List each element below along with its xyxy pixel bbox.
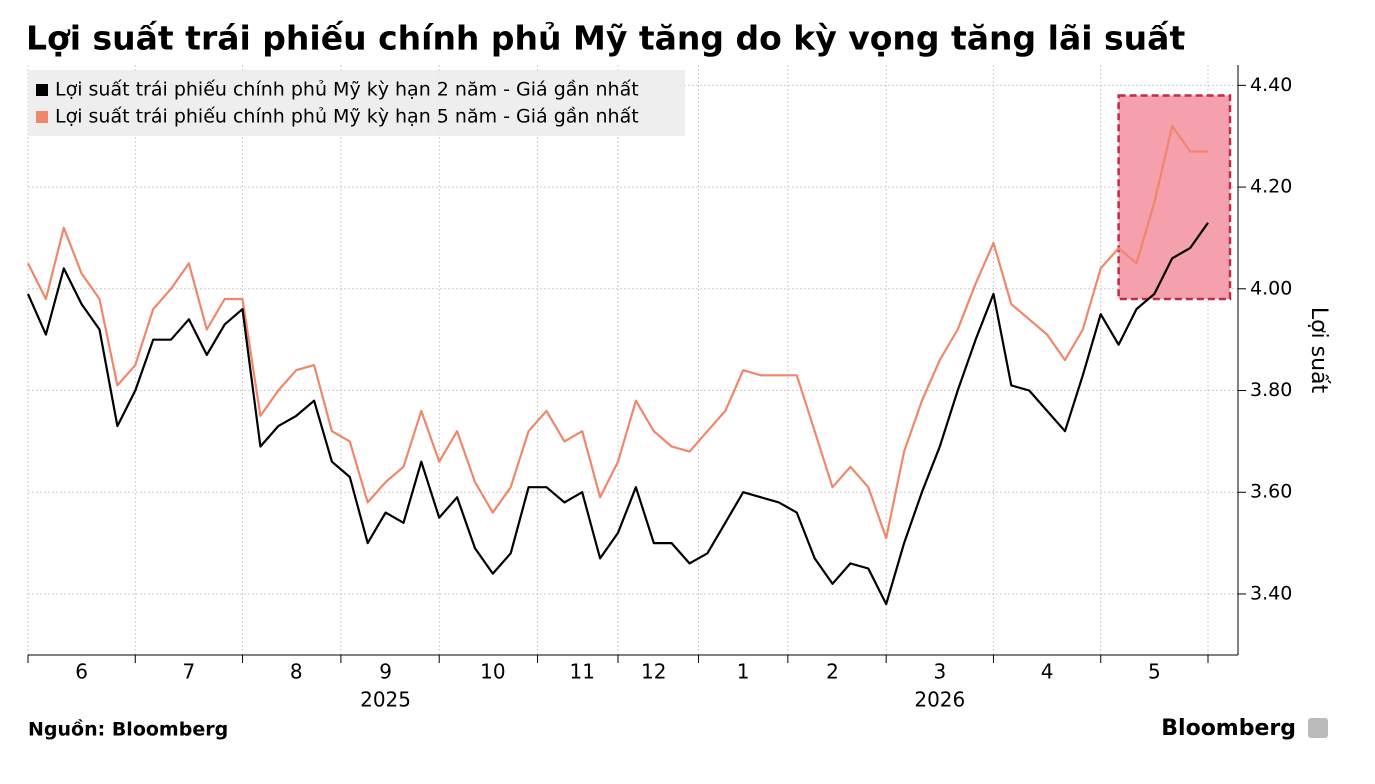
legend: Lợi suất trái phiếu chính phủ Mỹ kỳ hạn …	[28, 70, 685, 136]
legend-label: Lợi suất trái phiếu chính phủ Mỹ kỳ hạn …	[55, 79, 639, 101]
legend-swatch	[36, 111, 48, 123]
legend-label: Lợi suất trái phiếu chính phủ Mỹ kỳ hạn …	[55, 106, 639, 128]
series-line	[27, 124, 1208, 540]
y-tick-label: 3.40	[1250, 582, 1292, 604]
series-line	[26, 222, 1209, 606]
chart-title: Lợi suất trái phiếu chính phủ Mỹ tăng do…	[26, 19, 1185, 58]
x-tick-label: 3	[933, 660, 946, 684]
y-tick-label: 4.20	[1250, 176, 1292, 198]
y-tick-label: 4.00	[1250, 277, 1292, 299]
x-tick-label: 6	[75, 660, 88, 684]
x-tick-label: 2	[826, 660, 839, 684]
source: Nguồn: Bloomberg	[28, 718, 228, 741]
year-label: 2025	[360, 688, 411, 712]
x-tick-label: 1	[737, 660, 750, 684]
x-tick-label: 7	[183, 660, 196, 684]
x-tick-label: 11	[570, 660, 595, 684]
x-tick-label: 12	[641, 660, 666, 684]
year-label: 2026	[914, 688, 965, 712]
x-tick-label: 9	[379, 660, 392, 684]
brand-icon	[1308, 718, 1328, 738]
x-tick-label: 4	[1041, 660, 1054, 684]
y-axis-label: Lợi suất	[1306, 307, 1331, 394]
brand: Bloomberg	[1161, 716, 1296, 741]
y-tick-label: 4.40	[1250, 74, 1292, 96]
highlight	[1117, 94, 1232, 301]
legend-bg	[28, 70, 685, 136]
y-tick-label: 3.80	[1250, 379, 1292, 401]
x-tick-label: 5	[1148, 660, 1161, 684]
y-tick-label: 3.60	[1250, 481, 1292, 503]
x-tick-label: 8	[290, 660, 303, 684]
x-tick-label: 10	[480, 660, 505, 684]
legend-swatch	[36, 84, 48, 96]
